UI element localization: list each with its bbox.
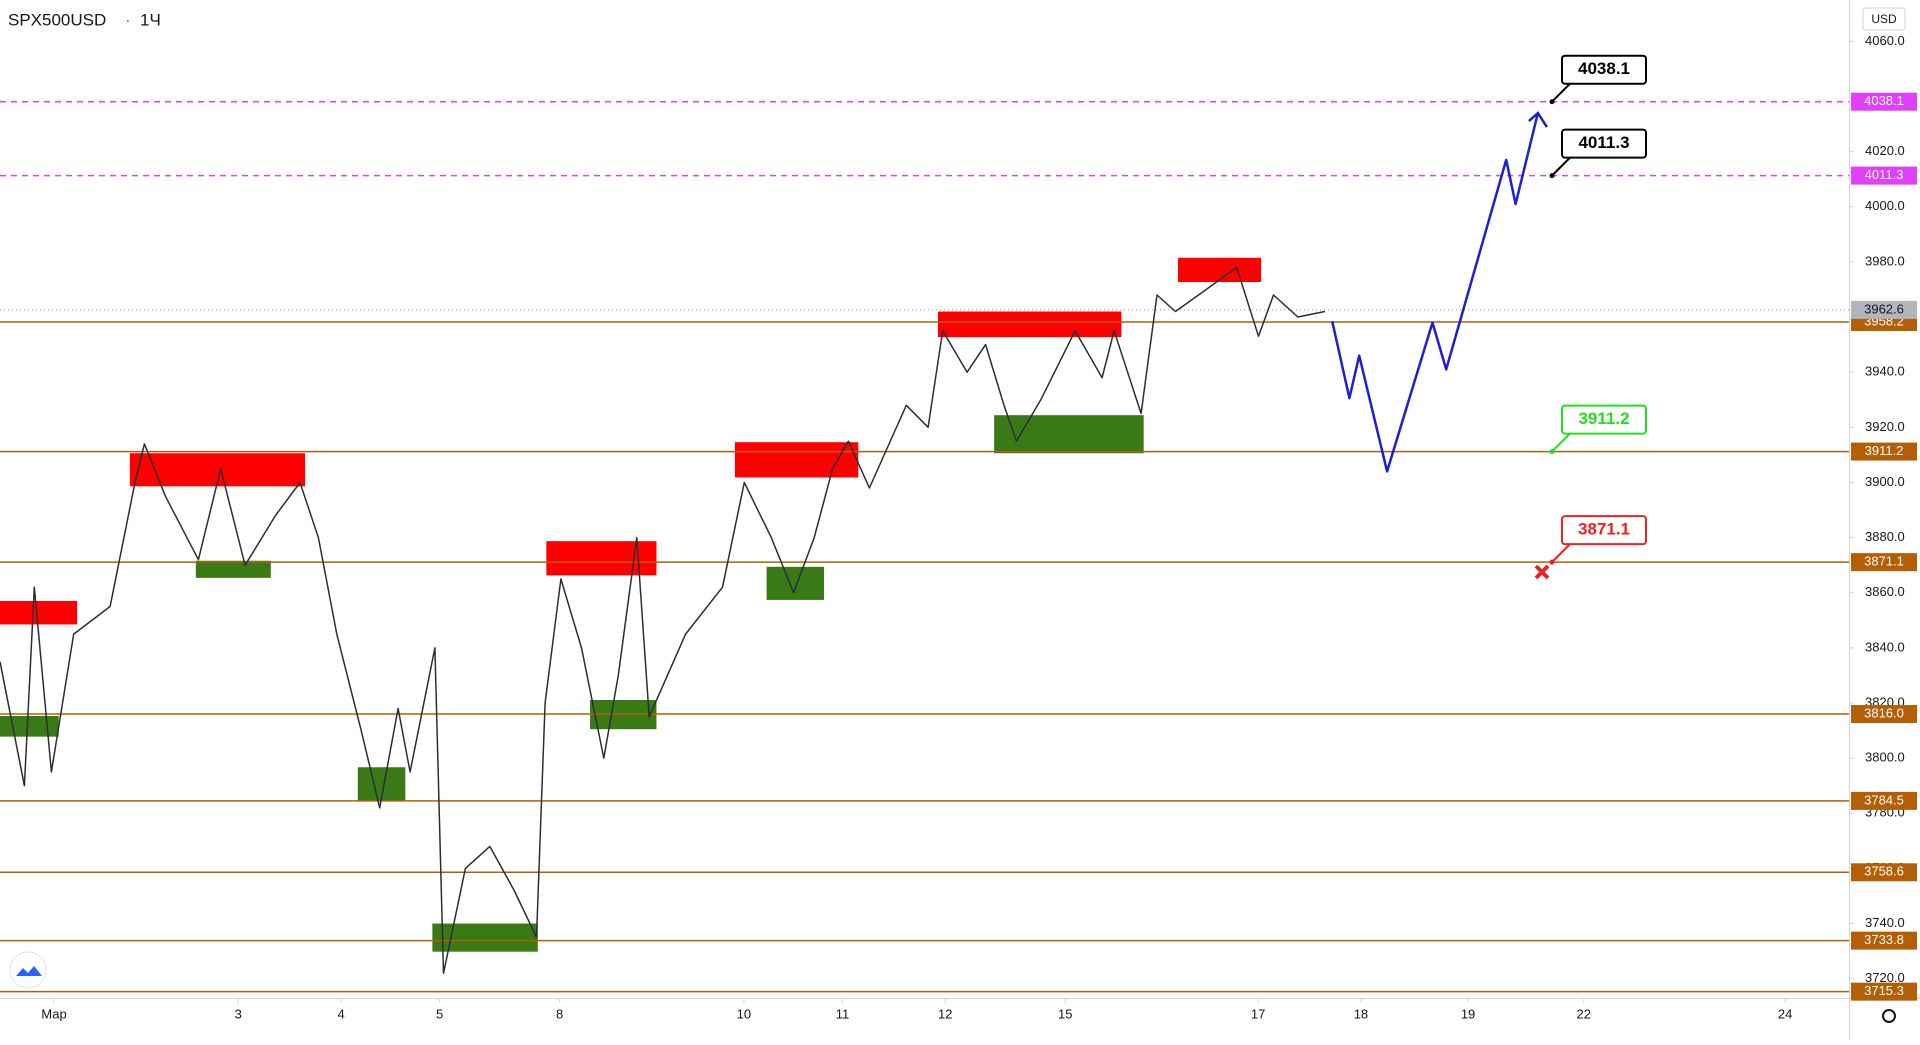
callout-anchor: [1549, 559, 1555, 565]
x-tick-label: Мар: [41, 1006, 66, 1021]
callout-leader: [1551, 83, 1571, 103]
callout-box: [1561, 128, 1647, 159]
y-tick-label: 3840.0: [1865, 639, 1905, 654]
y-tick-label: 3980.0: [1865, 253, 1905, 268]
y-tick-label: 4000.0: [1865, 198, 1905, 213]
x-tick-label: 24: [1778, 1006, 1792, 1021]
level-label-box: [1851, 442, 1917, 461]
x-tick-label: 11: [836, 1006, 850, 1021]
demand-zone: [432, 923, 538, 952]
level-label-box: [1851, 705, 1917, 724]
y-tick-label: 3880.0: [1865, 529, 1905, 544]
callout-leader: [1551, 156, 1571, 177]
projection-arrow: [1528, 111, 1548, 128]
level-label-box: [1851, 863, 1917, 882]
projection-line: [1330, 112, 1540, 473]
supply-zone: [546, 541, 657, 576]
y-tick-label: 4060.0: [1865, 33, 1905, 48]
callout-label: 3911.2: [1578, 409, 1629, 428]
callout-leader: [1551, 432, 1571, 453]
target-label-box: [1851, 166, 1917, 185]
level-label: 3816.0: [1864, 705, 1904, 720]
y-tick-label: 4020.0: [1865, 143, 1905, 158]
level-label: 3758.6: [1864, 864, 1904, 879]
supply-zone: [0, 601, 78, 625]
level-label: 3911.2: [1865, 443, 1904, 458]
callout-box: [1561, 54, 1647, 85]
supply-zone: [734, 442, 859, 478]
callout-label: 4011.3: [1578, 133, 1629, 152]
interval: 1Ч: [140, 10, 161, 29]
lines: [0, 100, 1849, 993]
x-tick-label: 10: [737, 1006, 751, 1021]
y-tick-label: 3800.0: [1865, 750, 1905, 765]
supply-zone: [937, 311, 1122, 338]
target-label: 4011.3: [1865, 167, 1904, 182]
callout-anchor: [1549, 449, 1555, 455]
y-tick-label: 3940.0: [1865, 364, 1905, 379]
level-label-box: [1851, 791, 1917, 810]
level-label: 3715.3: [1864, 983, 1904, 998]
x-tick-label: 12: [938, 1006, 952, 1021]
callout-box: [1561, 515, 1647, 546]
stop-marker: [1534, 564, 1550, 580]
level-label-box: [1851, 982, 1917, 1001]
y-tick-label: 3720.0: [1865, 970, 1905, 985]
target-label: 4038.1: [1864, 93, 1904, 108]
currency-box[interactable]: [1862, 7, 1906, 31]
level-label-box: [1851, 931, 1917, 950]
target-label-box: [1851, 92, 1917, 111]
callout-anchor: [1549, 173, 1555, 179]
x-tick-label: 22: [1577, 1006, 1591, 1021]
symbol: SPX500USD: [8, 10, 106, 29]
level-label-box: [1851, 553, 1917, 572]
settings-icon[interactable]: [1882, 1009, 1896, 1023]
level-label: 3784.5: [1864, 792, 1904, 807]
x-tick-label: 5: [436, 1006, 443, 1021]
last-price-label: 3962.6: [1864, 301, 1904, 316]
x-tick-label: 4: [337, 1006, 344, 1021]
supply-zone: [1177, 257, 1262, 283]
y-tick-label: 3920.0: [1865, 419, 1905, 434]
demand-zone: [0, 715, 59, 737]
demand-zone: [994, 415, 1144, 454]
level-label: 3733.8: [1864, 932, 1904, 947]
y-tick-label: 3900.0: [1865, 474, 1905, 489]
x-tick-label: 17: [1251, 1006, 1265, 1021]
callout-label: 3871.1: [1578, 520, 1630, 539]
x-tick-label: 3: [235, 1006, 242, 1021]
x-tick-label: 15: [1058, 1006, 1072, 1021]
callout-box: [1561, 404, 1647, 435]
callout-label: 4038.1: [1578, 59, 1630, 78]
x-tick-label: 19: [1461, 1006, 1475, 1021]
x-tick-label: 8: [556, 1006, 563, 1021]
price-line: [0, 266, 1326, 974]
callout-anchor: [1549, 99, 1555, 105]
logo[interactable]: [9, 951, 47, 989]
separator: ·: [125, 10, 131, 29]
currency: USD: [1871, 12, 1897, 26]
callout-leader: [1551, 543, 1571, 563]
demand-zone: [195, 560, 271, 578]
last-price-box: [1851, 300, 1917, 319]
y-tick-label: 3860.0: [1865, 584, 1905, 599]
logo-mark: [16, 966, 42, 976]
demand-zone: [766, 566, 825, 600]
level-label: 3871.1: [1864, 554, 1904, 569]
y-tick-label: 3740.0: [1865, 915, 1905, 930]
x-tick-label: 18: [1354, 1006, 1368, 1021]
